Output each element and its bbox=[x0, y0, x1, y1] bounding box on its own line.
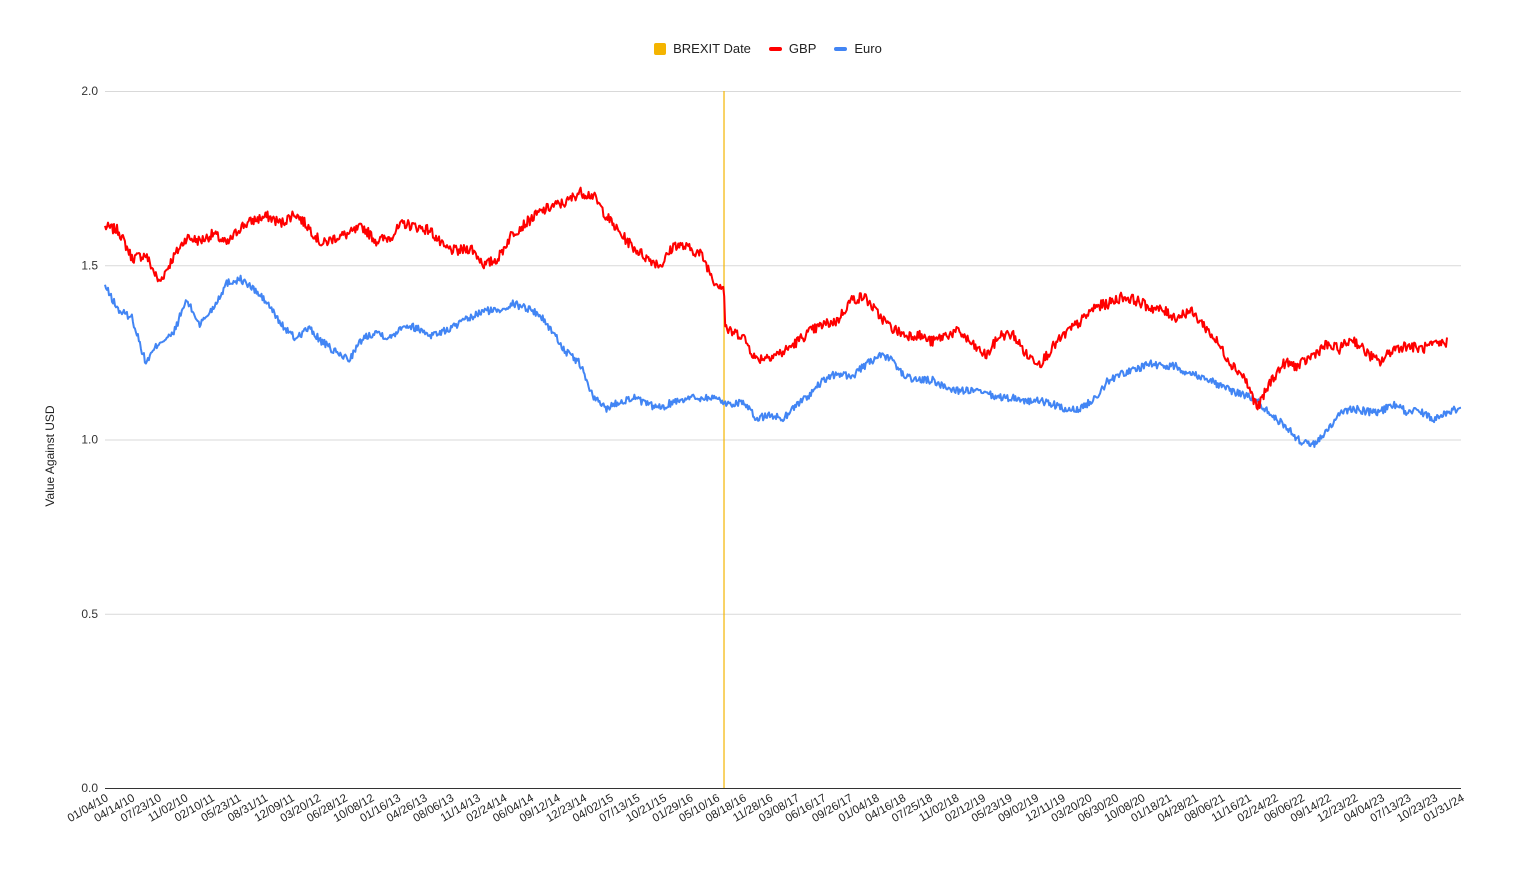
y-tick-label: 0.0 bbox=[81, 781, 98, 795]
euro-series-line[interactable] bbox=[104, 274, 1462, 448]
y-tick-label: 0.5 bbox=[81, 607, 98, 621]
legend-item-euro[interactable]: Euro bbox=[834, 41, 882, 56]
y-axis-title: Value Against USD bbox=[43, 405, 57, 507]
gbp-swatch-icon bbox=[768, 46, 782, 51]
y-tick-label: 1.5 bbox=[81, 258, 98, 272]
euro-swatch-icon bbox=[834, 46, 848, 51]
legend-label-euro: Euro bbox=[854, 41, 882, 56]
chart-legend: BREXIT Date GBP Euro bbox=[0, 41, 1536, 56]
legend-item-brexit[interactable]: BREXIT Date bbox=[654, 41, 751, 56]
y-tick-label: 2.0 bbox=[81, 84, 98, 98]
brexit-swatch-icon bbox=[654, 42, 667, 55]
legend-label-brexit: BREXIT Date bbox=[673, 41, 751, 56]
legend-item-gbp[interactable]: GBP bbox=[768, 41, 817, 56]
legend-label-gbp: GBP bbox=[788, 41, 817, 56]
gridlines bbox=[105, 91, 1461, 615]
x-axis-ticks: 01/04/1004/14/1007/23/1011/02/1002/10/11… bbox=[66, 792, 1467, 825]
y-axis-ticks: 0.0 0.5 1.0 1.5 2.0 bbox=[81, 84, 98, 795]
gbp-series-line[interactable] bbox=[104, 186, 1448, 411]
y-tick-label: 1.0 bbox=[81, 433, 98, 447]
